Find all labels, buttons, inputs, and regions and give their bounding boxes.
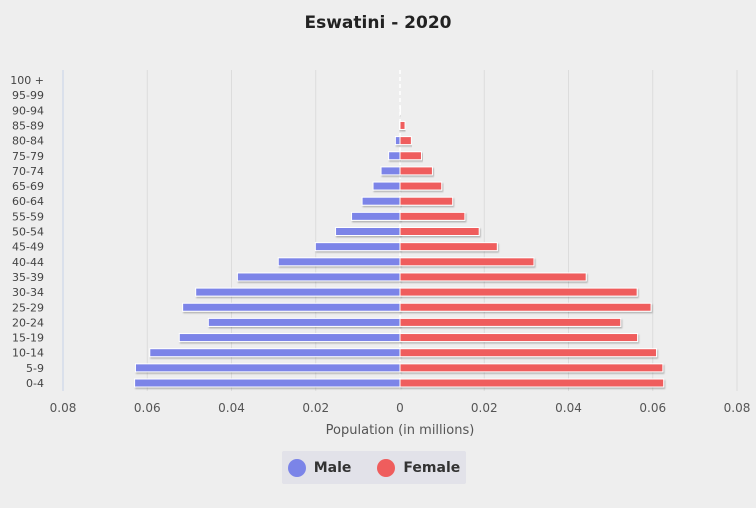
bar-female-35-39[interactable] — [399, 272, 587, 282]
bar-female-5-9[interactable] — [399, 363, 664, 373]
bar-female-0-4[interactable] — [399, 378, 665, 388]
y-tick-label: 45-49 — [12, 241, 44, 254]
bar-female-45-49[interactable] — [399, 242, 498, 252]
y-tick-label: 30-34 — [12, 286, 44, 299]
x-tick-label: 0.04 — [555, 401, 582, 415]
bar-male-30-34[interactable] — [195, 287, 401, 297]
bar-female-75-79[interactable] — [399, 151, 422, 161]
bar-female-30-34[interactable] — [399, 287, 638, 297]
bar-female-90-94[interactable] — [399, 105, 402, 115]
bar-male-5-9[interactable] — [134, 363, 401, 373]
x-axis-labels: 0.08 0.06 0.04 0.02 0 0.02 0.04 0.06 0.08 — [50, 401, 751, 415]
legend-marker-female — [377, 458, 396, 477]
bar-male-55-59[interactable] — [351, 211, 401, 221]
legend-marker-male — [287, 458, 306, 477]
legend-label-female: Female — [403, 459, 461, 476]
bar-male-60-64[interactable] — [361, 196, 401, 206]
bar-female-85-89[interactable] — [399, 120, 406, 130]
bar-male-10-14[interactable] — [149, 348, 401, 358]
y-tick-label: 100 + — [10, 74, 44, 87]
bar-male-75-79[interactable] — [388, 151, 401, 161]
chart-legend: Male Female — [282, 451, 466, 484]
x-tick-label: 0.06 — [134, 401, 161, 415]
y-tick-label: 65-69 — [12, 180, 44, 193]
y-tick-label: 75-79 — [12, 150, 44, 163]
bar-male-35-39[interactable] — [236, 272, 401, 282]
bar-male-65-69[interactable] — [372, 181, 401, 191]
chart-title: Eswatini - 2020 — [305, 13, 452, 33]
y-tick-label: 25-29 — [12, 301, 44, 314]
y-axis-labels: 0-4 5-9 10-14 15-19 20-24 25-29 30-34 35-39 40-4… — [10, 74, 44, 390]
x-tick-label: 0.02 — [302, 401, 329, 415]
y-tick-label: 60-64 — [12, 195, 44, 208]
legend-item-male[interactable]: Male — [287, 458, 352, 477]
y-tick-label: 95-99 — [12, 89, 44, 102]
bar-female-50-54[interactable] — [399, 227, 480, 236]
bar-female-55-59[interactable] — [399, 211, 466, 221]
legend-item-female[interactable]: Female — [377, 458, 461, 477]
bar-female-25-29[interactable] — [399, 302, 652, 312]
x-tick-label: 0.02 — [471, 401, 498, 415]
y-tick-label: 85-89 — [12, 119, 44, 132]
y-tick-label: 20-24 — [12, 316, 44, 329]
y-tick-label: 40-44 — [12, 256, 44, 269]
bar-male-15-19[interactable] — [178, 333, 401, 343]
bar-male-40-44[interactable] — [277, 257, 401, 267]
bar-female-80-84[interactable] — [399, 136, 412, 146]
bar-male-50-54[interactable] — [335, 227, 401, 236]
bar-male-25-29[interactable] — [182, 302, 401, 312]
bar-female-65-69[interactable] — [399, 181, 443, 191]
y-tick-label: 5-9 — [26, 362, 44, 375]
bar-male-80-84[interactable] — [394, 136, 401, 146]
y-tick-label: 15-19 — [12, 332, 44, 345]
bar-male-0-4[interactable] — [134, 378, 401, 388]
y-tick-label: 70-74 — [12, 165, 44, 178]
x-tick-label: 0.06 — [639, 401, 666, 415]
y-tick-label: 35-39 — [12, 271, 44, 284]
bar-female-15-19[interactable] — [399, 333, 639, 343]
legend-label-male: Male — [313, 459, 352, 476]
bar-female-20-24[interactable] — [399, 317, 622, 327]
bar-female-70-74[interactable] — [399, 166, 433, 176]
bar-female-40-44[interactable] — [399, 257, 535, 267]
y-tick-label: 80-84 — [12, 135, 44, 148]
x-tick-label: 0.08 — [724, 401, 751, 415]
y-tick-label: 90-94 — [12, 104, 44, 117]
x-tick-label: 0 — [396, 401, 404, 415]
y-tick-label: 0-4 — [26, 377, 44, 390]
bars-layer — [134, 105, 665, 388]
x-axis-title: Population (in millions) — [326, 423, 475, 438]
y-tick-label: 55-59 — [12, 210, 44, 223]
bar-male-70-74[interactable] — [380, 166, 401, 176]
bar-female-60-64[interactable] — [399, 196, 454, 206]
x-tick-label: 0.08 — [50, 401, 77, 415]
bar-male-45-49[interactable] — [314, 242, 401, 252]
y-tick-label: 10-14 — [12, 347, 44, 360]
x-tick-label: 0.04 — [218, 401, 245, 415]
y-tick-label: 50-54 — [12, 226, 44, 239]
bar-female-10-14[interactable] — [399, 348, 658, 358]
bar-male-20-24[interactable] — [207, 317, 401, 327]
